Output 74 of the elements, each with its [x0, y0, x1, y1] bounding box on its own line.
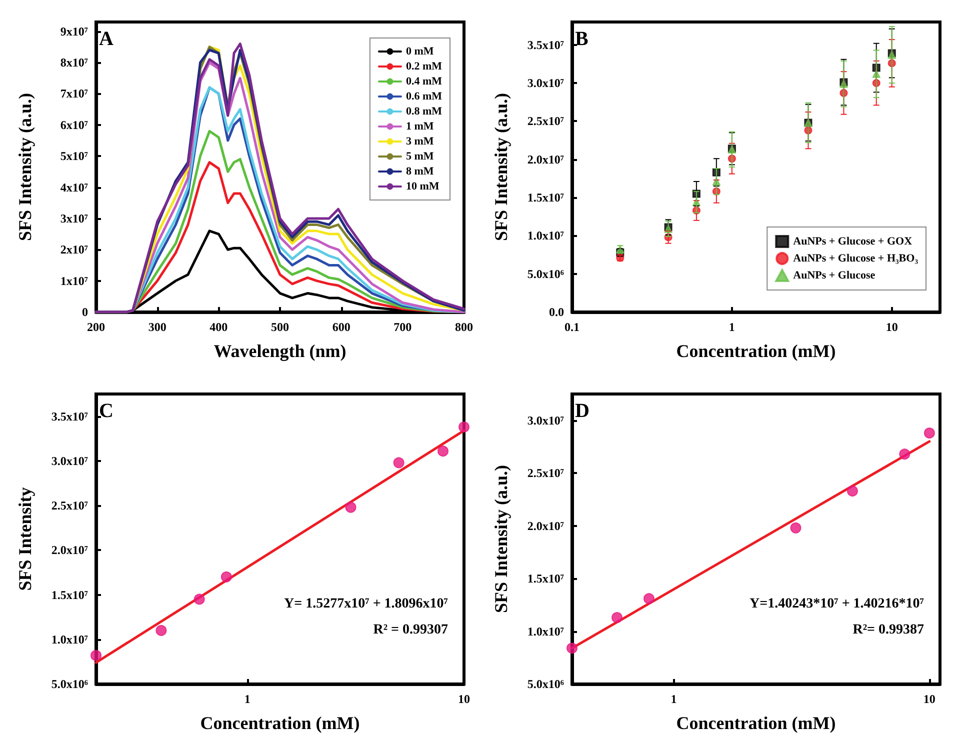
x-tick-label: 10 [923, 692, 936, 706]
y-tick-label: 6x10⁷ [60, 118, 88, 132]
annotation: Y= 1.5277x10⁷ + 1.8096x10⁷ [284, 596, 448, 612]
x-tick-label: 400 [210, 320, 228, 334]
x-tick-label: 10 [458, 692, 470, 706]
y-tick-label: 1.5x10⁷ [527, 572, 564, 586]
y-tick-label: 2.0x10⁷ [527, 152, 564, 166]
legend-label: 0 mM [406, 46, 434, 58]
x-tick-label: 1 [728, 320, 735, 334]
y-tick-label: 5.0x10⁶ [527, 677, 564, 691]
y-tick-label: 3.5x10⁷ [51, 409, 88, 424]
y-axis-title: SFS Intensity (a.u.) [15, 92, 35, 242]
x-tick-label: 1 [670, 692, 677, 706]
chart-title: C [99, 400, 114, 422]
y-tick-label: 5x10⁷ [60, 149, 88, 164]
legend-label: 10 mM [406, 180, 440, 192]
y-tick-label: 0 [82, 305, 88, 319]
y-tick-label: 1.0x10⁷ [527, 228, 564, 243]
y-tick-label: 3.0x10⁷ [527, 76, 564, 90]
y-axis-title: SFS Intensity [15, 487, 35, 591]
y-tick-label: 5.0x10⁶ [51, 677, 88, 691]
legend-label: 0.6 mM [406, 90, 443, 102]
y-tick-label: 1.5x10⁷ [51, 588, 88, 602]
y-tick-label: 2.0x10⁷ [527, 518, 564, 533]
y-tick-label: 3.0x10⁷ [51, 454, 88, 468]
x-axis-title: Concentration (mM) [676, 713, 836, 733]
y-tick-label: 1.0x10⁷ [527, 624, 564, 638]
chart-title: D [575, 400, 590, 422]
y-tick-label: 3.5x10⁷ [527, 38, 564, 52]
annotation: R²= 0.99387 [852, 622, 924, 638]
y-tick-label: 3.0x10⁷ [527, 413, 564, 428]
x-tick-label: 600 [332, 320, 350, 334]
x-tick-label: 10 [886, 320, 898, 334]
legend-label: AuNPs + Glucose [793, 270, 876, 282]
legend-label: 0.4 mM [406, 76, 443, 88]
y-axis-title: SFS Intensity (a.u.) [491, 92, 511, 242]
y-tick-label: 3x10⁷ [60, 211, 88, 226]
y-tick-label: 7x10⁷ [60, 86, 88, 101]
annotation: R² = 0.99307 [373, 622, 448, 638]
legend-label: 1 mM [406, 120, 434, 132]
y-tick-label: 2.5x10⁷ [527, 466, 564, 480]
x-tick-label: 500 [271, 320, 289, 334]
y-tick-label: 8x10⁷ [60, 56, 88, 70]
x-tick-label: 300 [148, 320, 166, 334]
y-tick-label: 2.5x10⁷ [51, 498, 88, 513]
y-axis-title: SFS Intensity (a.u.) [491, 464, 511, 614]
legend-label: 8 mM [406, 166, 434, 178]
x-axis-title: Concentration (mM) [676, 341, 836, 361]
y-tick-label: 5.0x10⁶ [527, 266, 564, 281]
y-tick-label: 1.5x10⁷ [527, 190, 564, 205]
x-tick-label: 700 [394, 320, 412, 334]
legend-label: AuNPs + Glucose + H₃BO₃ [793, 252, 919, 264]
y-tick-label: 1x10⁷ [60, 274, 88, 288]
y-tick-label: 0.0 [549, 305, 564, 319]
annotation: Y=1.40243*10⁷ + 1.40216*10⁷ [750, 596, 924, 612]
legend-label: 3 mM [406, 136, 434, 148]
x-tick-label: 1 [244, 692, 250, 706]
legend-label: AuNPs + Glucose + GOX [793, 236, 912, 248]
x-axis-title: Concentration (mM) [200, 713, 360, 733]
chart-title: B [575, 28, 588, 50]
legend-label: 0.2 mM [406, 60, 443, 72]
y-tick-label: 9x10⁷ [60, 24, 88, 38]
x-tick-label: 800 [455, 320, 473, 334]
x-axis-title: Wavelength (nm) [214, 341, 346, 361]
x-tick-label: 200 [87, 320, 105, 334]
legend-label: 0.8 mM [406, 106, 443, 118]
x-tick-label: 0.1 [564, 320, 580, 334]
chart-title: A [99, 28, 114, 50]
legend-label: 5 mM [406, 150, 434, 162]
y-tick-label: 2.5x10⁷ [527, 114, 564, 128]
y-tick-label: 1.0x10⁷ [51, 632, 88, 646]
y-tick-label: 2.0x10⁷ [51, 543, 88, 558]
y-tick-label: 4x10⁷ [60, 180, 88, 194]
y-tick-label: 2x10⁷ [60, 242, 88, 257]
